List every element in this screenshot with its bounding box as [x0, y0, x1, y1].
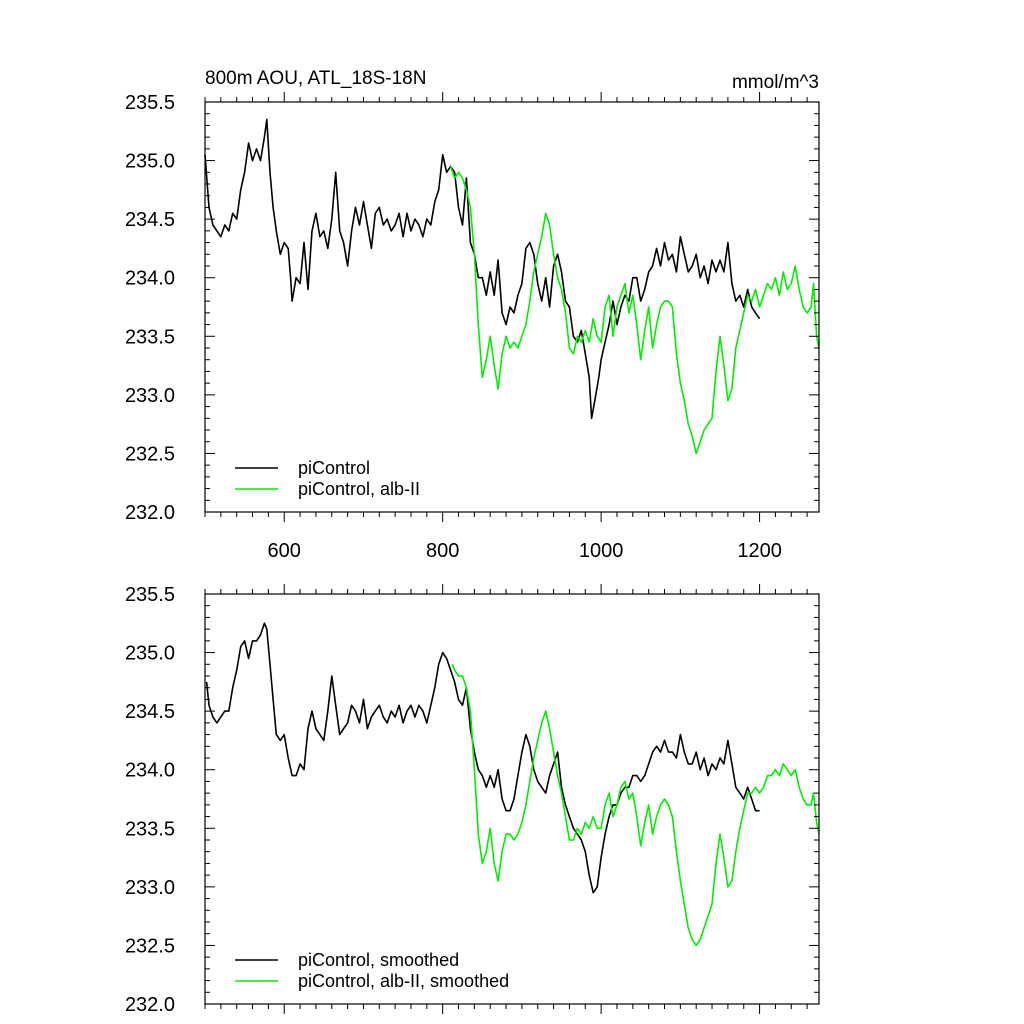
- series-line-alb-ii: [449, 166, 820, 455]
- legend-label: piControl, alb-II, smoothed: [298, 971, 509, 991]
- y-tick-label: 234.0: [125, 268, 175, 290]
- bottom-panel: 232.0 232.5 233.0 233.5 234.0 234.5 235.0 235.5…: [125, 584, 820, 1016]
- series-line-picontrol: [205, 622, 760, 894]
- y-tick-label: 232.0: [125, 994, 175, 1016]
- y-tick-label: 235.0: [125, 643, 175, 665]
- x-tick-label: 800: [426, 540, 459, 562]
- y-tick-label: 233.5: [125, 326, 175, 348]
- y-tick-label: 232.0: [125, 502, 175, 524]
- y-tick-label: 233.0: [125, 385, 175, 407]
- x-tick-label: 600: [268, 540, 301, 562]
- y-tick-label: 235.5: [125, 584, 175, 606]
- series-line-picontrol: [204, 118, 761, 420]
- y-tick-label: 234.5: [125, 701, 175, 723]
- y-tick-label: 232.5: [125, 935, 175, 957]
- y-tick-label: 235.0: [125, 151, 175, 173]
- y-tick-label: 232.5: [125, 443, 175, 465]
- x-tick-label: 1200: [737, 540, 782, 562]
- y-tick-label: 233.0: [125, 877, 175, 899]
- legend-label: piControl, alb-II: [298, 479, 420, 499]
- top-panel: 232.0 232.5 233.0 233.5 234.0 234.5 235.0 235.5…: [125, 68, 820, 562]
- x-tick-label: 1000: [579, 540, 624, 562]
- series-line-alb-ii: [451, 663, 820, 947]
- legend-label: piControl: [298, 458, 370, 478]
- chart-title: 800m AOU, ATL_18S-18N: [205, 68, 426, 89]
- y-tick-label: 234.5: [125, 209, 175, 231]
- y-tick-label: 234.0: [125, 760, 175, 782]
- bottom-plot-frame: [204, 593, 820, 1005]
- y-tick-label: 233.5: [125, 818, 175, 840]
- units-label: mmol/m^3: [732, 72, 819, 93]
- top-plot-frame: [204, 101, 820, 513]
- legend-label: piControl, smoothed: [298, 950, 459, 970]
- y-tick-label: 235.5: [125, 92, 175, 114]
